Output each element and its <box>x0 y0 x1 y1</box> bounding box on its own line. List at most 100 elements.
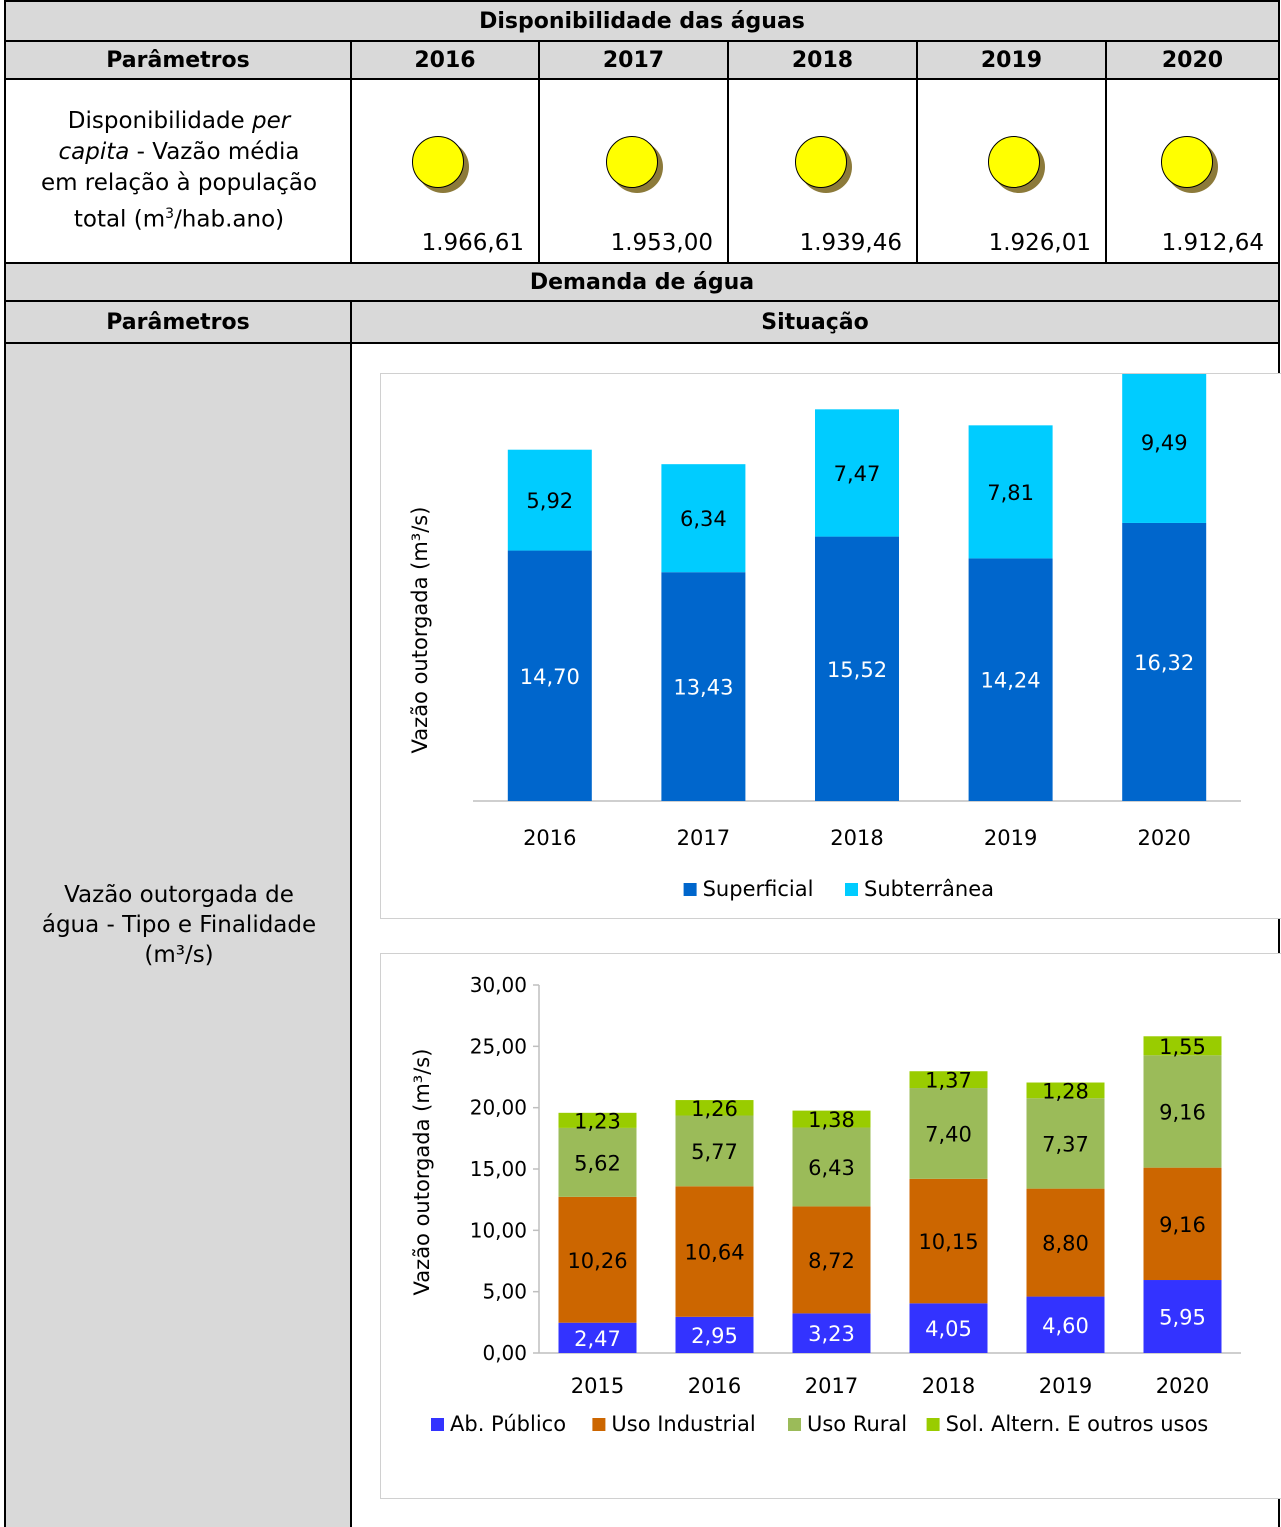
yellow-circle-icon <box>606 136 658 188</box>
data-label: 2,47 <box>574 1327 621 1351</box>
bar-segment <box>1143 1036 1222 1056</box>
data-label: 3,23 <box>808 1322 855 1346</box>
param-text-line: total (m <box>73 206 166 233</box>
bar-segment <box>675 1316 754 1353</box>
param-text-line: água - Tipo e Finalidade <box>41 912 317 938</box>
x-tick-label: 2016 <box>688 1374 741 1398</box>
legend-label: Uso Industrial <box>611 1412 755 1436</box>
param-text-italic: capita <box>58 139 130 165</box>
bar-segment <box>792 1313 871 1353</box>
data-label: 1,26 <box>691 1097 738 1121</box>
param-text-sup: 3 <box>165 206 175 222</box>
availability-value: 1.939,46 <box>799 230 902 256</box>
x-tick-label: 2018 <box>830 826 883 850</box>
bar-segment <box>792 1206 871 1314</box>
yellow-circle-icon <box>795 136 847 188</box>
params-header-2: Parâmetros <box>4 300 352 344</box>
data-label: 7,37 <box>1042 1132 1089 1156</box>
bar-segment <box>1026 1296 1105 1353</box>
bar-segment <box>507 449 592 551</box>
param-text-italic: per <box>252 108 291 134</box>
bar-segment <box>815 536 899 801</box>
availability-value: 1.926,01 <box>988 230 1091 256</box>
data-label: 10,15 <box>918 1230 978 1254</box>
bar-segment <box>675 1115 754 1187</box>
legend-label: Subterrânea <box>864 877 994 901</box>
data-label: 5,62 <box>574 1151 621 1175</box>
data-label: 13,43 <box>673 676 733 700</box>
data-label: 1,55 <box>1159 1035 1206 1059</box>
data-label: 8,72 <box>808 1249 855 1273</box>
chart-type-container: Vazão outorgada (m³/s) 14,70 5,92 2016 13,43… <box>380 361 1281 919</box>
bar-segment <box>675 1186 754 1317</box>
data-label: 10,64 <box>684 1241 744 1265</box>
param-text-line: - Vazão média <box>129 139 300 165</box>
param-label-granted-flow: Vazão outorgada de água - Tipo e Finalid… <box>6 880 352 970</box>
y-tick-label: 15,00 <box>470 1157 527 1181</box>
legend-swatch <box>431 1418 444 1431</box>
x-tick-label: 2015 <box>571 1374 624 1398</box>
bar-segment <box>675 1100 754 1116</box>
data-label: 4,60 <box>1042 1314 1089 1338</box>
bar-segment <box>792 1127 871 1207</box>
bar-segment <box>1143 1167 1222 1281</box>
y-tick-label: 20,00 <box>470 1096 527 1120</box>
x-tick-label: 2017 <box>805 1374 858 1398</box>
data-label: 14,70 <box>520 665 580 689</box>
availability-table: Disponibilidade das águas Parâmetros 201… <box>4 0 1281 1527</box>
bar-segment <box>1143 1055 1222 1168</box>
bar-segment <box>968 425 1053 559</box>
x-tick-label: 2020 <box>1137 826 1190 850</box>
data-label: 9,16 <box>1159 1213 1206 1237</box>
bar-segment <box>909 1178 988 1304</box>
value-cell-2019: 1.926,01 <box>916 78 1107 264</box>
param-text-line: Disponibilidade <box>67 108 253 134</box>
data-label: 1,28 <box>1042 1079 1089 1103</box>
params-header-text: Parâmetros <box>106 309 250 335</box>
value-cell-2016: 1.966,61 <box>350 78 540 264</box>
data-label: 5,95 <box>1159 1306 1206 1330</box>
x-tick-label: 2016 <box>523 826 576 850</box>
chart-type: Vazão outorgada (m³/s) 14,70 5,92 2016 13,43… <box>408 361 1241 901</box>
param-text-line: (m³/s) <box>144 942 214 968</box>
legend-label: Ab. Público <box>450 1412 566 1436</box>
data-label: 9,49 <box>1141 431 1188 455</box>
legend-swatch <box>926 1418 940 1431</box>
y-tick-label: 10,00 <box>470 1218 527 1242</box>
bar-segment <box>558 1127 637 1197</box>
year-header-2016: 2016 <box>350 40 540 80</box>
data-label: 5,77 <box>691 1140 738 1164</box>
y-axis-title: Vazão outorgada (m³/s) <box>408 507 432 754</box>
bar-segment <box>507 550 592 801</box>
data-label: 7,81 <box>987 481 1034 505</box>
chart-purpose-container: Vazão outorgada (m³/s) 0,00 5,00 10,00 15,00… <box>380 953 1281 1499</box>
year-header-2019: 2019 <box>916 40 1107 80</box>
legend-label: Superficial <box>703 877 814 901</box>
data-label: 10,26 <box>567 1249 627 1273</box>
bar-segment <box>815 409 899 537</box>
x-tick-label: 2019 <box>984 826 1037 850</box>
data-label: 8,80 <box>1042 1232 1089 1256</box>
year-header-2018: 2018 <box>727 40 918 80</box>
availability-value: 1.912,64 <box>1161 230 1264 256</box>
x-tick-label: 2018 <box>922 1374 975 1398</box>
data-label: 2,95 <box>691 1324 738 1348</box>
bar-segment <box>792 1110 871 1128</box>
section-title-demand: Demanda de água <box>4 262 1280 302</box>
bar-segment <box>661 464 746 573</box>
year-header-2020: 2020 <box>1105 40 1280 80</box>
value-cell-2017: 1.953,00 <box>538 78 729 264</box>
bar-segment <box>909 1071 988 1089</box>
value-cell-2018: 1.939,46 <box>727 78 918 264</box>
legend-label: Uso Rural <box>807 1412 907 1436</box>
bar-segment <box>909 1303 988 1353</box>
y-tick-label: 25,00 <box>470 1034 527 1058</box>
y-tick-label: 30,00 <box>470 973 527 997</box>
legend-label: Sol. Altern. E outros usos <box>946 1412 1209 1436</box>
situation-header: Situação <box>350 300 1280 344</box>
legend-swatch <box>683 883 697 896</box>
data-label: 5,92 <box>526 489 573 513</box>
params-header: Parâmetros <box>4 40 352 80</box>
param-label-per-capita: Disponibilidade per capita - Vazão média… <box>6 106 352 236</box>
bar-segment <box>968 558 1053 801</box>
